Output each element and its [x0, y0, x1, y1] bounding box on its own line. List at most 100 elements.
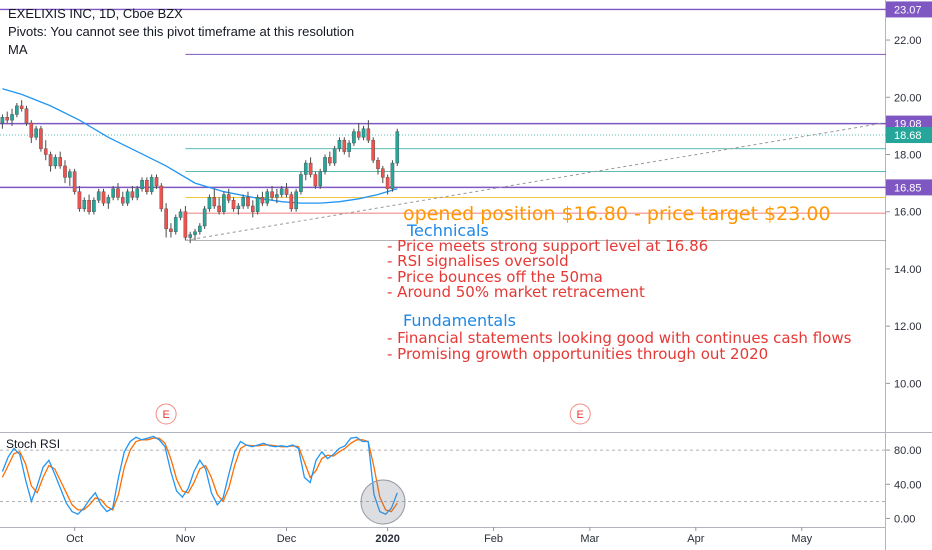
- time-tick-label: May: [791, 533, 812, 545]
- earnings-circle: [569, 403, 591, 425]
- candle: [120, 191, 125, 206]
- price-axis-ticks[interactable]: 22.00 20.00 18.00 16.00 14.00 12.00 10.00: [886, 35, 922, 390]
- candle: [183, 205, 188, 241]
- candle: [381, 165, 385, 184]
- candle-body: [145, 180, 149, 192]
- candle: [68, 168, 72, 186]
- candle: [0, 114, 5, 129]
- earnings-circle: [155, 403, 177, 425]
- price-tick-label: 18.00: [894, 149, 922, 161]
- candle: [125, 188, 130, 206]
- candle: [15, 102, 19, 118]
- candle-body: [34, 128, 38, 138]
- candle-body: [308, 162, 313, 175]
- candle-body: [101, 191, 106, 204]
- technicals-title: Technicals: [406, 221, 489, 240]
- candle: [241, 194, 245, 209]
- candle-body: [270, 191, 274, 198]
- candle-body: [125, 191, 130, 204]
- price-tick-label: 14.00: [894, 264, 922, 276]
- candle-body: [207, 197, 212, 210]
- candle: [188, 231, 193, 244]
- technicals-line: - Price bounces off the 50ma: [387, 268, 603, 286]
- candle: [299, 171, 303, 195]
- level-price-label: 16.85: [894, 182, 922, 194]
- candle-body: [328, 157, 332, 164]
- candle: [217, 197, 221, 215]
- time-tick-label: Apr: [687, 533, 704, 545]
- candle: [212, 188, 217, 209]
- candle: [376, 157, 380, 175]
- time-tick-label: Mar: [580, 533, 599, 545]
- candle: [43, 140, 48, 161]
- candle: [270, 185, 274, 201]
- time-tick-label: Dec: [277, 533, 297, 545]
- time-axis-labels[interactable]: Oct Nov Dec 2020 Feb Mar Apr May: [66, 527, 813, 545]
- time-tick-label: Nov: [176, 533, 196, 545]
- candle: [198, 223, 202, 235]
- candle: [308, 157, 313, 178]
- candle-body: [5, 117, 10, 121]
- candle-body: [289, 194, 294, 210]
- candles: [0, 100, 400, 244]
- candle: [63, 160, 67, 184]
- candle: [53, 154, 58, 169]
- candle: [323, 154, 327, 175]
- candle: [140, 177, 144, 192]
- candle: [279, 185, 284, 198]
- candle-body: [63, 165, 67, 178]
- candle-body: [250, 205, 255, 212]
- candle: [145, 177, 149, 195]
- candle: [303, 160, 308, 181]
- earnings-marker[interactable]: E: [155, 403, 177, 425]
- candle: [265, 188, 270, 206]
- candle: [222, 191, 226, 215]
- candle-body: [68, 171, 72, 178]
- candle-body: [15, 105, 19, 115]
- stoch-pane[interactable]: [0, 433, 886, 527]
- candle: [313, 171, 318, 189]
- candle: [111, 185, 115, 201]
- candle-body: [77, 191, 82, 210]
- stoch-tick-label: 80.00: [894, 445, 922, 457]
- candle-body: [188, 234, 193, 238]
- candle: [294, 188, 298, 212]
- stoch-rsi-lines: [0, 435, 886, 515]
- candle-body: [120, 197, 125, 204]
- time-tick-label: Feb: [484, 533, 503, 545]
- candle-body: [323, 157, 327, 172]
- current-price-label-bg: [886, 127, 932, 144]
- stoch-axis-ticks: 80.00 40.00 0.00: [886, 445, 922, 525]
- candle: [207, 194, 212, 212]
- candle-body: [130, 191, 135, 198]
- candle: [154, 174, 159, 189]
- candle: [92, 197, 96, 215]
- candle-body: [255, 197, 260, 212]
- fundamentals-line: - Promising growth opportunities through…: [387, 345, 768, 363]
- candle: [289, 191, 294, 212]
- price-tick-label: 10.00: [894, 378, 922, 390]
- candle: [5, 111, 10, 124]
- candle-body: [198, 225, 202, 232]
- trendline-segment: [185, 122, 884, 241]
- candle: [106, 194, 111, 209]
- candle-body: [183, 211, 188, 238]
- candle-body: [294, 191, 298, 210]
- candle-body: [260, 197, 265, 204]
- stoch-tick-label: 40.00: [894, 479, 922, 491]
- candle: [356, 123, 361, 141]
- candle-body: [337, 139, 342, 149]
- candle: [366, 120, 371, 144]
- candle-body: [231, 200, 236, 210]
- candle: [371, 137, 375, 164]
- candle: [48, 151, 53, 172]
- candle-body: [352, 131, 356, 144]
- earnings-marker[interactable]: E: [569, 403, 591, 425]
- candle-body: [111, 188, 115, 198]
- candle: [164, 203, 168, 238]
- candle-body: [212, 197, 217, 207]
- price-pane[interactable]: [0, 0, 886, 432]
- candle-body: [140, 180, 144, 190]
